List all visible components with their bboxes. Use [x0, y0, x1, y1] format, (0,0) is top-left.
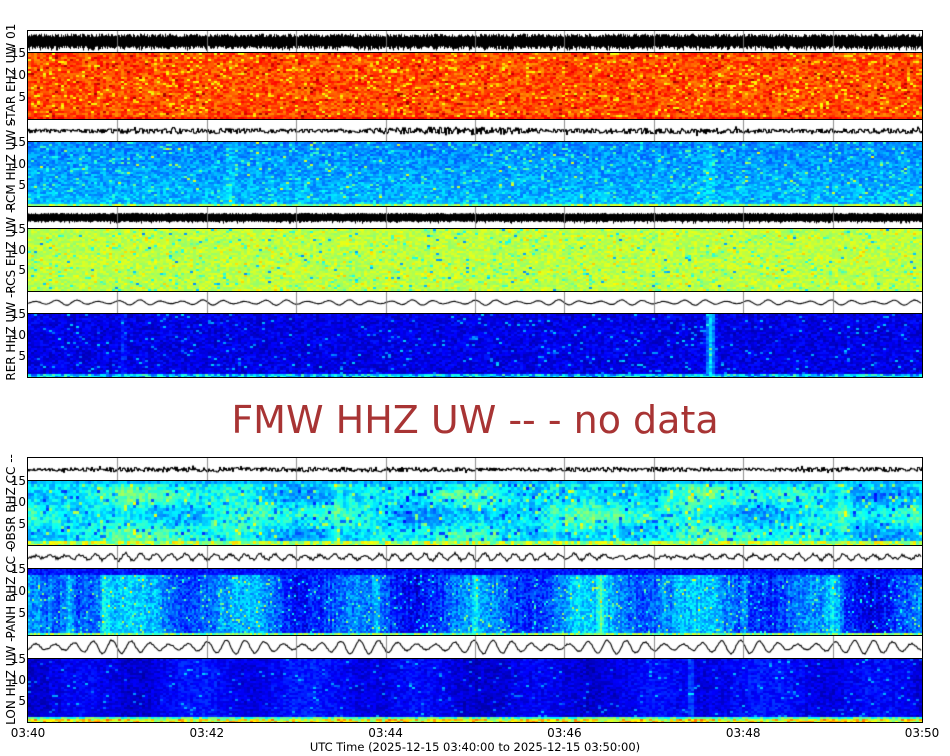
x-tick-label: 03:42 [189, 726, 225, 740]
freq-tick-label: 15 [10, 307, 26, 321]
seismogram-trace-canvas [28, 292, 922, 313]
trace-panel-star [27, 30, 923, 53]
spectrogram-panel-rcs [27, 229, 923, 292]
trace-panel-panh [27, 545, 923, 569]
x-tick-label: 03:46 [547, 726, 582, 740]
spectrogram-panel-obsr [27, 481, 923, 546]
x-tick-label: 03:50 [904, 726, 940, 740]
spectrogram-panel-rcm [27, 142, 923, 208]
x-axis-label: UTC Time (2025-12-15 03:40:00 to 2025-12… [309, 740, 641, 754]
trace-panel-obsr [27, 457, 923, 481]
freq-tick-label: 15 [10, 562, 26, 576]
freq-tick-label: 5 [18, 90, 26, 104]
seismogram-trace-canvas [28, 120, 922, 141]
freq-tick-label: 10 [10, 495, 26, 510]
seismogram-trace-canvas [28, 31, 922, 52]
freq-tick-label: 15 [10, 222, 26, 236]
freq-tick-label: 5 [18, 263, 26, 278]
spectrogram-canvas [28, 53, 922, 119]
spectrogram-canvas [28, 142, 922, 207]
freq-tick-label: 5 [18, 606, 26, 620]
freq-tick-label: 5 [18, 349, 26, 363]
x-tick-label: 03:48 [725, 726, 761, 740]
freq-tick-label: 15 [10, 46, 26, 60]
x-tick-label: 03:40 [10, 726, 46, 740]
freq-tick-label: 10 [10, 156, 26, 171]
spectrogram-panel-star [27, 53, 923, 120]
freq-tick-label: 10 [10, 584, 26, 598]
freq-tick-label: 15 [10, 652, 26, 666]
spectrogram-canvas [28, 659, 922, 722]
trace-panel-rer [27, 291, 923, 314]
spectrogram-canvas [28, 569, 922, 635]
spectrogram-panel-panh [27, 569, 923, 636]
seismogram-trace-canvas [28, 207, 922, 228]
trace-panel-rcs [27, 206, 923, 229]
freq-tick-label: 15 [10, 474, 26, 488]
x-tick-label: 03:44 [368, 726, 403, 740]
no-data-message: FMW HHZ UW -- - no data [231, 398, 719, 442]
trace-panel-lon [27, 635, 923, 659]
seismogram-trace-canvas [28, 636, 922, 658]
spectrogram-canvas [28, 229, 922, 291]
trace-panel-rcm [27, 119, 923, 142]
spectrogram-panel-rer [27, 314, 923, 378]
freq-tick-label: 15 [10, 135, 26, 149]
freq-tick-label: 5 [18, 516, 26, 531]
freq-tick-label: 5 [18, 694, 26, 708]
seismogram-trace-canvas [28, 546, 922, 568]
freq-tick-label: 5 [18, 178, 26, 193]
freq-tick-label: 10 [10, 673, 26, 687]
seismogram-trace-canvas [28, 458, 922, 480]
spectrogram-canvas [28, 314, 922, 377]
spectrogram-canvas [28, 481, 922, 545]
freq-tick-label: 10 [10, 68, 26, 82]
freq-tick-label: 10 [10, 328, 26, 342]
freq-tick-label: 10 [10, 242, 26, 257]
spectrogram-panel-lon [27, 659, 923, 723]
